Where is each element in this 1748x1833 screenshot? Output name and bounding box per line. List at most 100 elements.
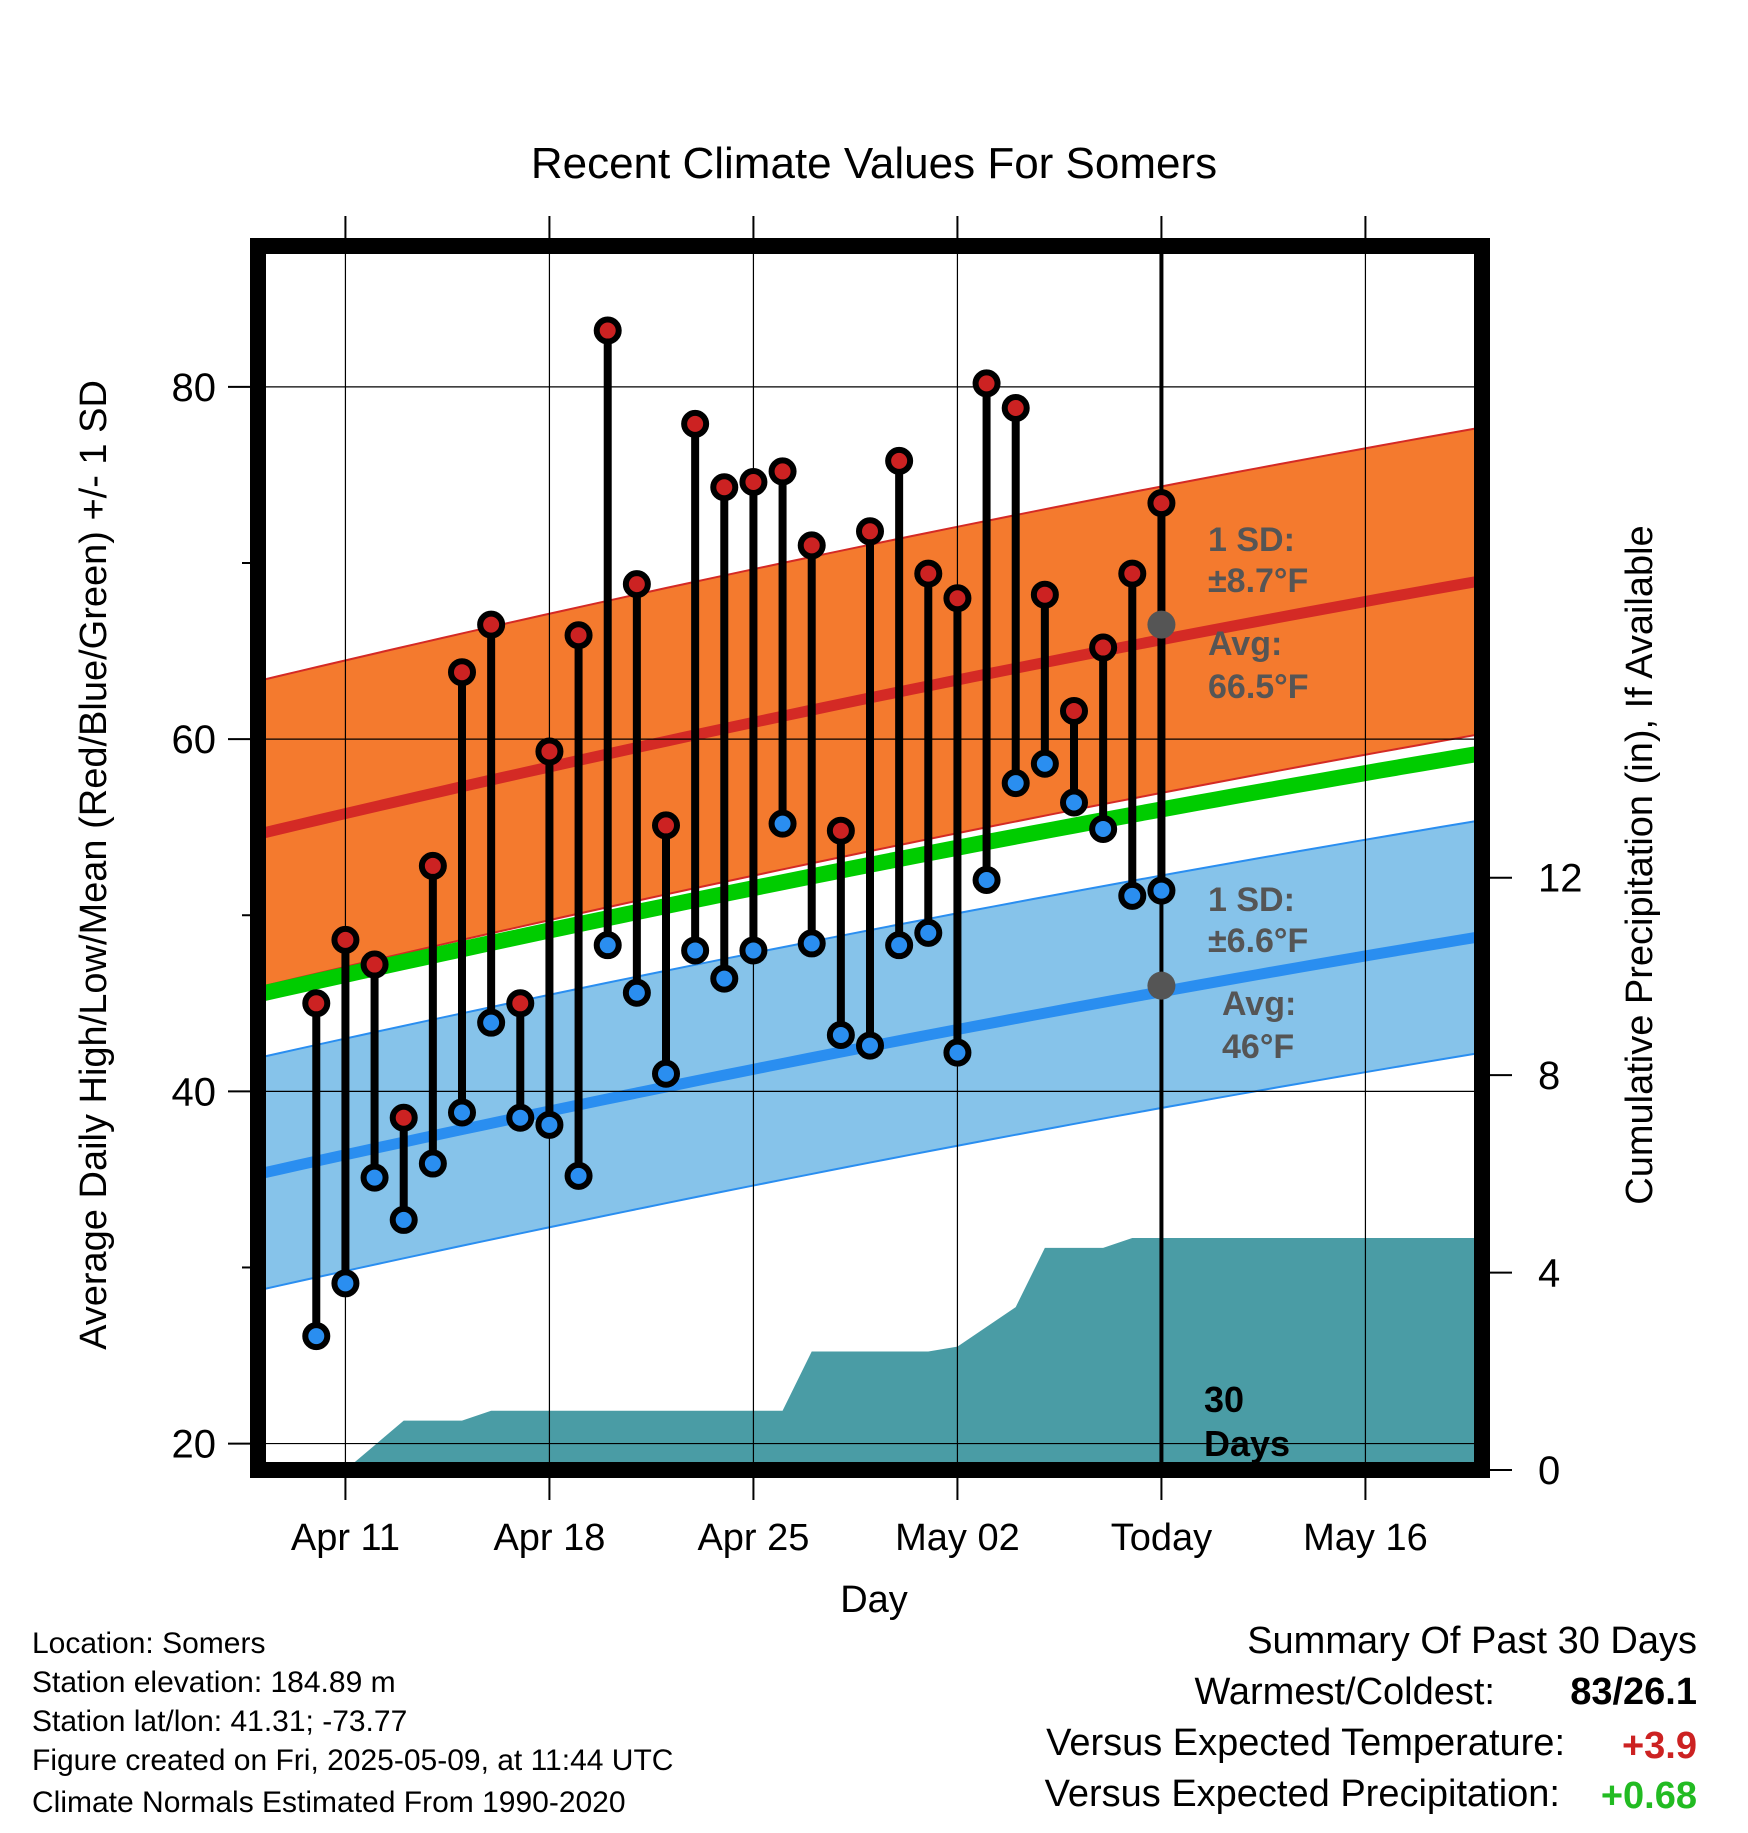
daily-low-point: [972, 866, 1001, 895]
footer-elevation: Station elevation: 184.89 m: [32, 1666, 396, 1699]
daily-high-point: [1001, 394, 1030, 423]
daily-high-point: [535, 737, 564, 766]
summary-warmest-label: Warmest/Coldest:: [1194, 1671, 1495, 1713]
daily-high-point: [1030, 580, 1059, 609]
daily-high-point: [1118, 559, 1147, 588]
summary-temp-value: +3.9: [1622, 1725, 1697, 1767]
plot-area: [258, 246, 1482, 1470]
daily-low-point: [477, 1008, 506, 1037]
daily-low-point: [418, 1149, 447, 1178]
footer-created: Figure created on Fri, 2025-05-09, at 11…: [32, 1744, 673, 1777]
high-avg-value: 66.5°F: [1208, 668, 1309, 706]
daily-high-point: [389, 1103, 418, 1132]
daily-high-point: [652, 811, 680, 840]
high-sd-value: ±8.7°F: [1208, 562, 1308, 600]
today-days-label: 30: [1204, 1379, 1244, 1420]
plot-frame: [250, 238, 1490, 1478]
daily-low-point: [681, 936, 710, 965]
y2-tick-label: 12: [1538, 857, 1583, 901]
low-sd-lower-line: [258, 1051, 1482, 1292]
daily-low-point: [1118, 881, 1147, 910]
x-tick-label: Apr 18: [493, 1517, 605, 1559]
daily-high-point: [302, 989, 331, 1018]
y-tick-label: 60: [172, 718, 217, 762]
footer-normals: Climate Normals Estimated From 1990-2020: [32, 1786, 626, 1819]
daily-high-point: [768, 457, 797, 486]
today-days-label: Days: [1204, 1423, 1290, 1464]
daily-high-point: [914, 559, 943, 588]
daily-low-point: [710, 964, 739, 993]
daily-low-point: [652, 1059, 680, 1088]
footer-location: Location: Somers: [32, 1627, 265, 1660]
x-tick-label: Apr 11: [291, 1517, 400, 1559]
daily-low-point: [593, 931, 622, 960]
daily-high-point: [564, 621, 593, 650]
daily-high-point: [856, 517, 884, 546]
daily-high-point: [739, 467, 768, 496]
precip-area: [316, 1238, 1482, 1470]
daily-high-point: [506, 989, 535, 1018]
today-low-avg-marker: [1147, 971, 1176, 1000]
x-tick-label: Apr 25: [697, 1517, 809, 1559]
daily-high-point: [418, 851, 447, 880]
high-sd-label: 1 SD:: [1208, 521, 1295, 559]
y-axis-label: Average Daily High/Low/Mean (Red/Blue/Gr…: [73, 380, 115, 1350]
daily-low-point: [1147, 876, 1176, 905]
daily-low-point: [389, 1205, 418, 1234]
summary-precip-label: Versus Expected Precipitation:: [1045, 1773, 1560, 1815]
y2-tick-label: 0: [1538, 1449, 1560, 1493]
daily-low-point: [885, 931, 914, 960]
daily-low-point: [506, 1103, 535, 1132]
y2-tick-label: 8: [1538, 1054, 1560, 1098]
daily-low-point: [448, 1098, 476, 1127]
daily-high-point: [1060, 696, 1088, 725]
daily-low-point: [1030, 749, 1059, 778]
daily-low-point: [360, 1163, 389, 1192]
daily-high-point: [1089, 633, 1118, 662]
x-tick-label: May 16: [1303, 1517, 1428, 1559]
daily-high-point: [1147, 489, 1176, 518]
y-tick-label: 80: [172, 366, 217, 410]
daily-low-point: [302, 1322, 331, 1351]
daily-high-point: [797, 531, 826, 560]
daily-high-point: [972, 369, 1001, 398]
daily-low-point: [331, 1269, 360, 1298]
daily-low-point: [914, 918, 943, 947]
daily-low-point: [1089, 814, 1118, 843]
y-tick-label: 20: [172, 1423, 217, 1467]
daily-high-point: [622, 570, 651, 599]
footer-latlon: Station lat/lon: 41.31; -73.77: [32, 1705, 407, 1738]
daily-high-point: [448, 658, 476, 687]
daily-high-point: [593, 316, 622, 345]
today-high-avg-marker: [1147, 610, 1176, 639]
daily-low-point: [622, 978, 651, 1007]
daily-low-point: [739, 936, 768, 965]
daily-high-point: [360, 950, 389, 979]
daily-low-point: [564, 1161, 593, 1190]
daily-low-point: [768, 809, 797, 838]
y-tick-label: 40: [172, 1070, 217, 1114]
y2-axis-label: Cumulative Precipitation (in), If Availa…: [1619, 525, 1661, 1204]
low-avg-value: 46°F: [1222, 1028, 1294, 1066]
chart-title: Recent Climate Values For Somers: [531, 139, 1217, 188]
summary-precip-value: +0.68: [1601, 1775, 1697, 1817]
summary-temp-label: Versus Expected Temperature:: [1046, 1722, 1565, 1764]
daily-low-point: [1060, 788, 1088, 817]
x-tick-label: May 02: [895, 1517, 1020, 1559]
daily-high-point: [331, 925, 360, 954]
daily-high-point: [710, 473, 739, 502]
x-tick-label: Today: [1111, 1517, 1212, 1559]
high-avg-label: Avg:: [1208, 625, 1282, 663]
low-sd-value: ±6.6°F: [1208, 922, 1308, 960]
daily-high-point: [826, 816, 855, 845]
low-sd-label: 1 SD:: [1208, 881, 1295, 919]
daily-low-point: [1001, 769, 1030, 798]
summary-warmest-value: 83/26.1: [1570, 1671, 1697, 1713]
low-avg-label: Avg:: [1222, 985, 1296, 1023]
daily-high-point: [943, 584, 972, 613]
y2-tick-label: 4: [1538, 1252, 1560, 1296]
daily-low-point: [856, 1031, 884, 1060]
